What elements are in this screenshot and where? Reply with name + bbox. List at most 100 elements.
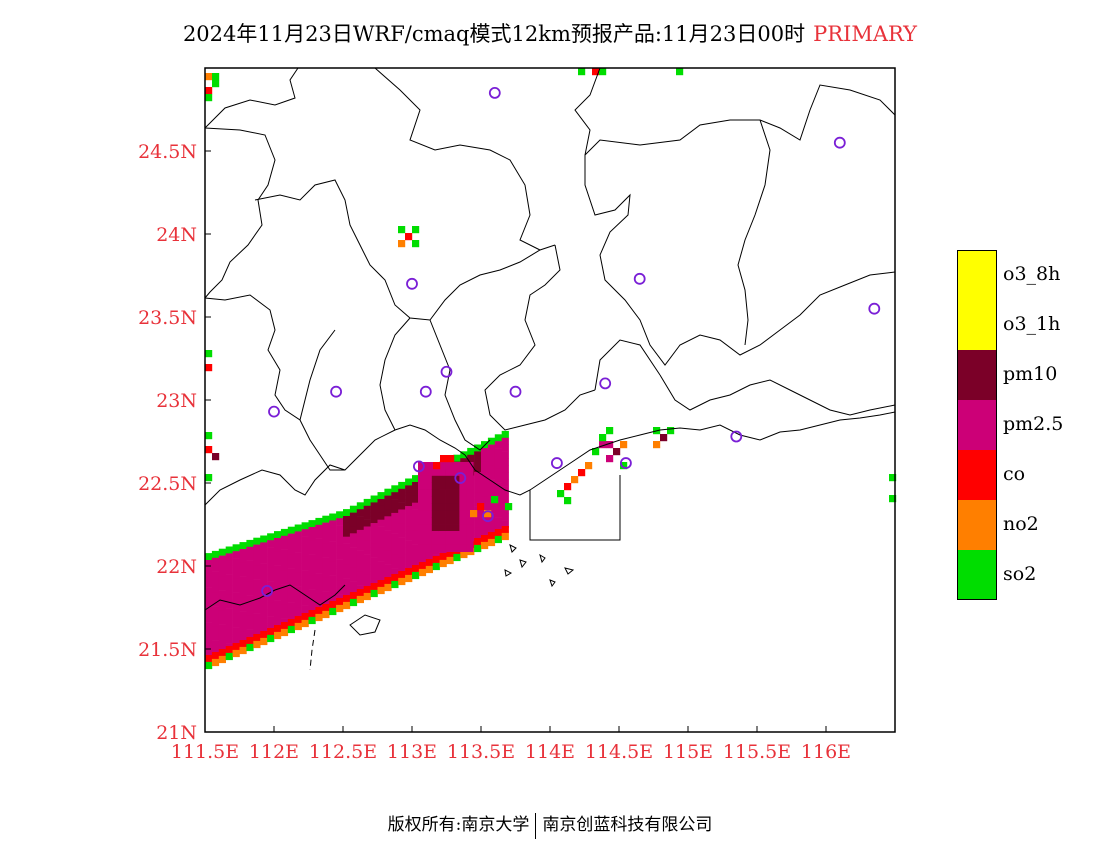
grid-cell [452,531,460,539]
grid-cell [294,607,302,615]
grid-cell [253,551,261,559]
grid-cell [349,547,358,555]
grid-cell [239,583,247,591]
grid-cell [377,505,385,514]
grid-cell [301,522,309,530]
grid-cell [260,556,268,564]
grid-cell [452,503,460,511]
grid-cell [211,557,220,565]
grid-cell [267,634,275,643]
grid-cell [424,482,433,490]
grid-cell [370,536,378,545]
grid-cell [322,610,330,619]
grid-cell [308,568,316,576]
grid-cell [274,600,282,608]
grid-cell [398,240,406,248]
grid-cell [377,492,385,500]
grid-cell [301,543,309,551]
grid-cell [391,533,399,541]
grid-cell [260,618,268,626]
grid-cell [487,458,496,466]
grid-cell [211,619,220,628]
x-tick-label: 114.5E [585,741,653,763]
grid-cell [438,489,446,497]
grid-cell [384,530,392,538]
grid-cell [620,462,628,470]
grid-cell [356,502,364,510]
grid-cell [412,475,420,483]
grid-cell [363,592,371,601]
grid-cell [452,517,460,525]
grid-cell [599,441,607,449]
grid-cell [274,565,282,573]
grid-cell [322,522,330,530]
grid-cell [253,586,261,594]
grid-cell [412,516,420,524]
grid-cell [205,432,213,440]
grid-cell [494,489,502,497]
grid-cell [343,601,351,610]
grid-cell [592,68,600,76]
grid-cell [557,490,565,498]
grid-cell [301,529,309,537]
grid-cell [308,616,316,625]
station-marker [268,405,280,418]
grid-cell [356,529,364,538]
grid-cell [467,447,475,456]
grid-cell [267,567,275,575]
grid-cell [274,572,282,580]
grid-cell [391,512,399,521]
grid-cell [287,575,295,583]
grid-cell [418,562,427,570]
grid-cell [660,434,668,442]
grid-cell [315,545,323,553]
grid-cell [405,513,413,521]
grid-cell [412,551,420,559]
grid-cell [308,582,316,590]
grid-cell [246,608,254,617]
grid-cell [239,640,247,648]
grid-cell [239,597,247,605]
grid-cell [405,540,413,548]
grid-cell [398,564,406,572]
grid-cell [391,499,399,507]
boundary-central [254,179,556,321]
grid-cell [336,525,344,533]
grid-cell [211,633,220,641]
grid-cell [301,570,309,578]
grid-cell [466,503,474,511]
grid-cell [225,615,233,623]
grid-cell [280,611,289,619]
title-main: 2024年11月23日WRF/cmaq模式12km预报产品:11月23日00时 [182,22,806,46]
grid-cell [225,546,233,554]
grid-cell [405,526,413,534]
grid-cell [253,537,261,545]
grid-cell [267,616,275,624]
grid-cell [205,622,213,630]
boundary-inner-4 [594,339,661,391]
grid-cell [391,506,399,514]
grid-cell [301,556,309,564]
grid-cell [445,482,453,490]
grid-cell [205,87,213,95]
grid-cell [474,485,482,494]
boundary-guangxi-hunan [204,127,276,299]
grid-cell [438,510,446,518]
grid-cell [398,571,406,579]
grid-cell [477,503,485,511]
grid-cell [280,628,289,637]
y-tick-label: 21N [156,722,197,744]
grid-cell [384,543,392,552]
grid-cell [487,465,496,473]
legend-label: o3_1h [1003,313,1061,335]
grid-cell [218,555,226,563]
boundary-inner-5 [659,374,896,416]
grid-cell [336,604,344,613]
grid-cell [308,527,316,535]
grid-cell [349,560,358,569]
grid-cell [466,524,474,532]
grid-cell [329,575,337,583]
grid-cell [466,517,474,525]
grid-cell [501,437,509,445]
grid-cell [225,622,233,630]
